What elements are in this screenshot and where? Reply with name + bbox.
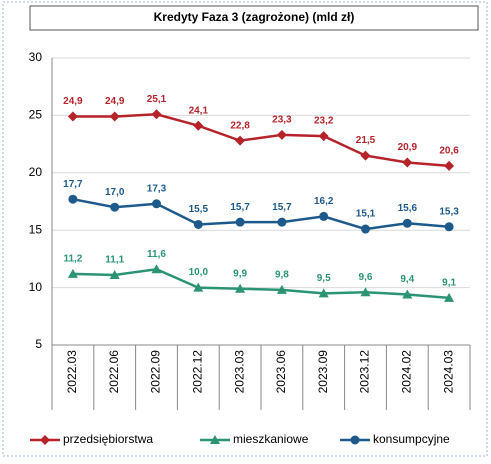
- data-label: 15,3: [439, 206, 459, 217]
- legend-label: mieszkaniowe: [233, 432, 309, 446]
- marker: [193, 120, 204, 131]
- data-label: 11,1: [105, 255, 124, 266]
- line: [72, 197, 450, 231]
- data-label: 15,7: [230, 202, 250, 213]
- data-label: 17,3: [147, 183, 167, 194]
- data-label: 15,5: [189, 204, 209, 215]
- legend-label: przedsiębiorstwa: [63, 432, 153, 446]
- marker: [276, 284, 287, 294]
- x-tick-label: 2023.03: [232, 350, 246, 394]
- marker: [152, 199, 161, 209]
- y-tick-label: 5: [35, 337, 42, 351]
- data-label: 20,6: [439, 146, 459, 157]
- data-label: 16,2: [314, 196, 334, 207]
- x-tick-label: 2022.09: [149, 350, 163, 394]
- marker: [360, 287, 371, 297]
- title-box: [29, 5, 479, 31]
- y-tick-label: 30: [29, 50, 43, 64]
- marker: [276, 129, 287, 140]
- legend-label: konsumpcyjne: [373, 432, 450, 446]
- marker: [67, 111, 78, 122]
- x-tick-label: 2022.06: [107, 350, 121, 394]
- line: [72, 112, 450, 168]
- data-label: 23,2: [314, 116, 334, 127]
- marker: [109, 269, 120, 279]
- marker: [319, 211, 329, 221]
- data-label: 24,9: [63, 96, 83, 107]
- marker: [402, 218, 412, 228]
- marker: [193, 219, 203, 229]
- data-label: 15,7: [272, 202, 292, 213]
- data-label: 20,9: [398, 142, 418, 153]
- marker: [151, 264, 162, 274]
- marker: [361, 224, 370, 234]
- marker: [109, 111, 120, 122]
- x-tick-label: 2023.09: [316, 350, 330, 394]
- marker: [318, 288, 329, 298]
- marker: [67, 268, 78, 278]
- data-label: 15,6: [398, 203, 418, 214]
- x-tick-label: 2024.02: [399, 350, 413, 394]
- marker: [402, 289, 413, 299]
- marker: [193, 282, 204, 292]
- x-tick-label: 2023.12: [358, 350, 372, 394]
- marker: [402, 157, 413, 168]
- marker: [235, 283, 246, 293]
- data-label: 17,0: [105, 187, 125, 198]
- data-label: 24,9: [105, 96, 125, 107]
- marker: [444, 292, 455, 302]
- marker: [444, 160, 455, 171]
- marker: [235, 217, 245, 227]
- data-label: 10,0: [189, 267, 209, 278]
- x-tick-label: 2022.03: [65, 350, 79, 394]
- marker: [151, 109, 162, 120]
- data-label: 9,5: [317, 273, 331, 284]
- y-tick-label: 10: [29, 280, 43, 294]
- y-tick-label: 20: [29, 165, 43, 179]
- y-tick-label: 15: [29, 222, 43, 236]
- data-label: 22,8: [230, 120, 250, 131]
- marker: [318, 131, 329, 142]
- y-tick-label: 25: [29, 108, 43, 122]
- x-tick-label: 2024.03: [441, 350, 455, 394]
- chart-title: Kredyty Faza 3 (zagrożone) (mld zł): [154, 10, 355, 24]
- data-label: 23,3: [272, 115, 292, 126]
- data-label: 9,6: [359, 272, 373, 283]
- frame: [2, 1, 488, 457]
- data-label: 9,9: [233, 268, 247, 279]
- marker: [350, 435, 360, 445]
- marker: [40, 435, 50, 445]
- marker: [235, 135, 246, 146]
- data-label: 11,2: [63, 253, 82, 264]
- marker: [68, 194, 78, 204]
- data-label: 21,5: [356, 135, 376, 146]
- marker: [360, 150, 371, 161]
- line: [72, 267, 450, 300]
- x-tick-label: 2023.06: [274, 350, 288, 394]
- data-label: 25,1: [147, 94, 167, 105]
- marker: [277, 217, 287, 227]
- marker: [110, 202, 120, 212]
- data-label: 17,7: [63, 179, 83, 190]
- marker: [210, 435, 220, 444]
- marker: [444, 222, 454, 232]
- data-label: 24,1: [189, 105, 209, 116]
- data-label: 9,4: [400, 274, 414, 285]
- x-tick-label: 2022.12: [190, 350, 204, 394]
- data-label: 9,1: [442, 278, 456, 289]
- data-label: 11,6: [147, 249, 166, 260]
- data-label: 15,1: [356, 209, 376, 220]
- data-label: 9,8: [275, 270, 289, 281]
